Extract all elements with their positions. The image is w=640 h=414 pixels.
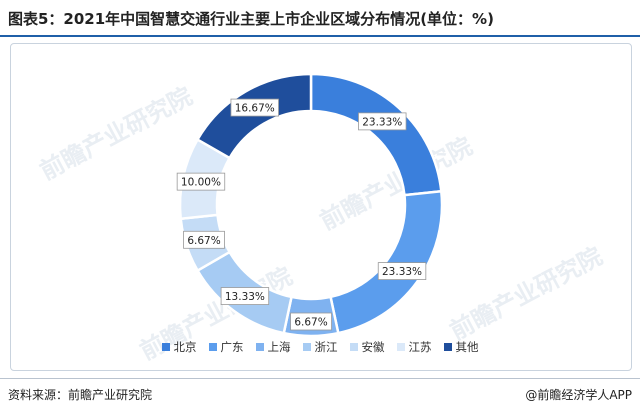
brand-credit: @前瞻经济学人APP [525, 388, 632, 402]
slice-label-box [290, 312, 332, 331]
slice-label-6: 10.00% [176, 172, 226, 191]
chart-title: 图表5：2021年中国智慧交通行业主要上市企业区域分布情况(单位：%) [8, 10, 494, 28]
legend-swatch [443, 343, 452, 351]
legend-label: 其他 [455, 340, 479, 354]
slice-label-box [358, 112, 407, 131]
slice-label-text: 13.33% [225, 291, 265, 303]
slice-label-text: 16.67% [235, 103, 275, 115]
slice-label-text: 10.00% [181, 177, 221, 189]
legend-item: 浙江 [302, 339, 338, 355]
legend-swatch [349, 343, 358, 351]
legend-label: 北京 [173, 340, 197, 354]
slice-label-box [377, 262, 427, 280]
legend-swatch [302, 343, 311, 351]
slice-label-3: 6.67% [290, 312, 332, 331]
legend-item: 广东 [208, 339, 244, 355]
slice-label-text: 23.33% [362, 116, 402, 128]
slice-label-7: 16.67% [230, 98, 279, 117]
slice-label-box [230, 98, 279, 117]
legend-label: 广东 [220, 340, 244, 354]
slice-label-box [183, 230, 225, 249]
legend-swatch [396, 343, 405, 351]
legend-label: 上海 [267, 340, 291, 354]
slice-label-box [176, 172, 226, 191]
legend-label: 安徽 [361, 340, 385, 354]
legend-item: 上海 [255, 339, 291, 355]
legend-item: 其他 [443, 339, 479, 355]
slice-label-text: 6.67% [294, 317, 327, 329]
legend-swatch [161, 343, 170, 351]
legend-swatch [255, 343, 264, 351]
slice-label-2: 23.33% [377, 262, 427, 280]
slice-label-text: 23.33% [382, 266, 422, 278]
slice-label-box [220, 287, 270, 305]
legend-label: 江苏 [408, 340, 432, 354]
legend-label: 浙江 [314, 340, 338, 354]
donut-slice-1 [309, 72, 443, 197]
footer-divider [0, 378, 640, 379]
legend-item: 安徽 [349, 339, 385, 355]
source-note: 资料来源：前瞻产业研究院 [8, 388, 153, 402]
title-divider [0, 35, 640, 37]
slice-label-4: 13.33% [220, 287, 270, 305]
legend-item: 江苏 [396, 339, 432, 355]
chart-legend: 北京 广东 上海 浙江 安徽 江苏 其他 [0, 338, 640, 356]
slice-label-1: 23.33% [358, 112, 407, 131]
slice-label-text: 6.67% [187, 235, 220, 247]
legend-item: 北京 [161, 339, 197, 355]
slice-label-5: 6.67% [183, 230, 225, 249]
legend-swatch [208, 343, 217, 351]
